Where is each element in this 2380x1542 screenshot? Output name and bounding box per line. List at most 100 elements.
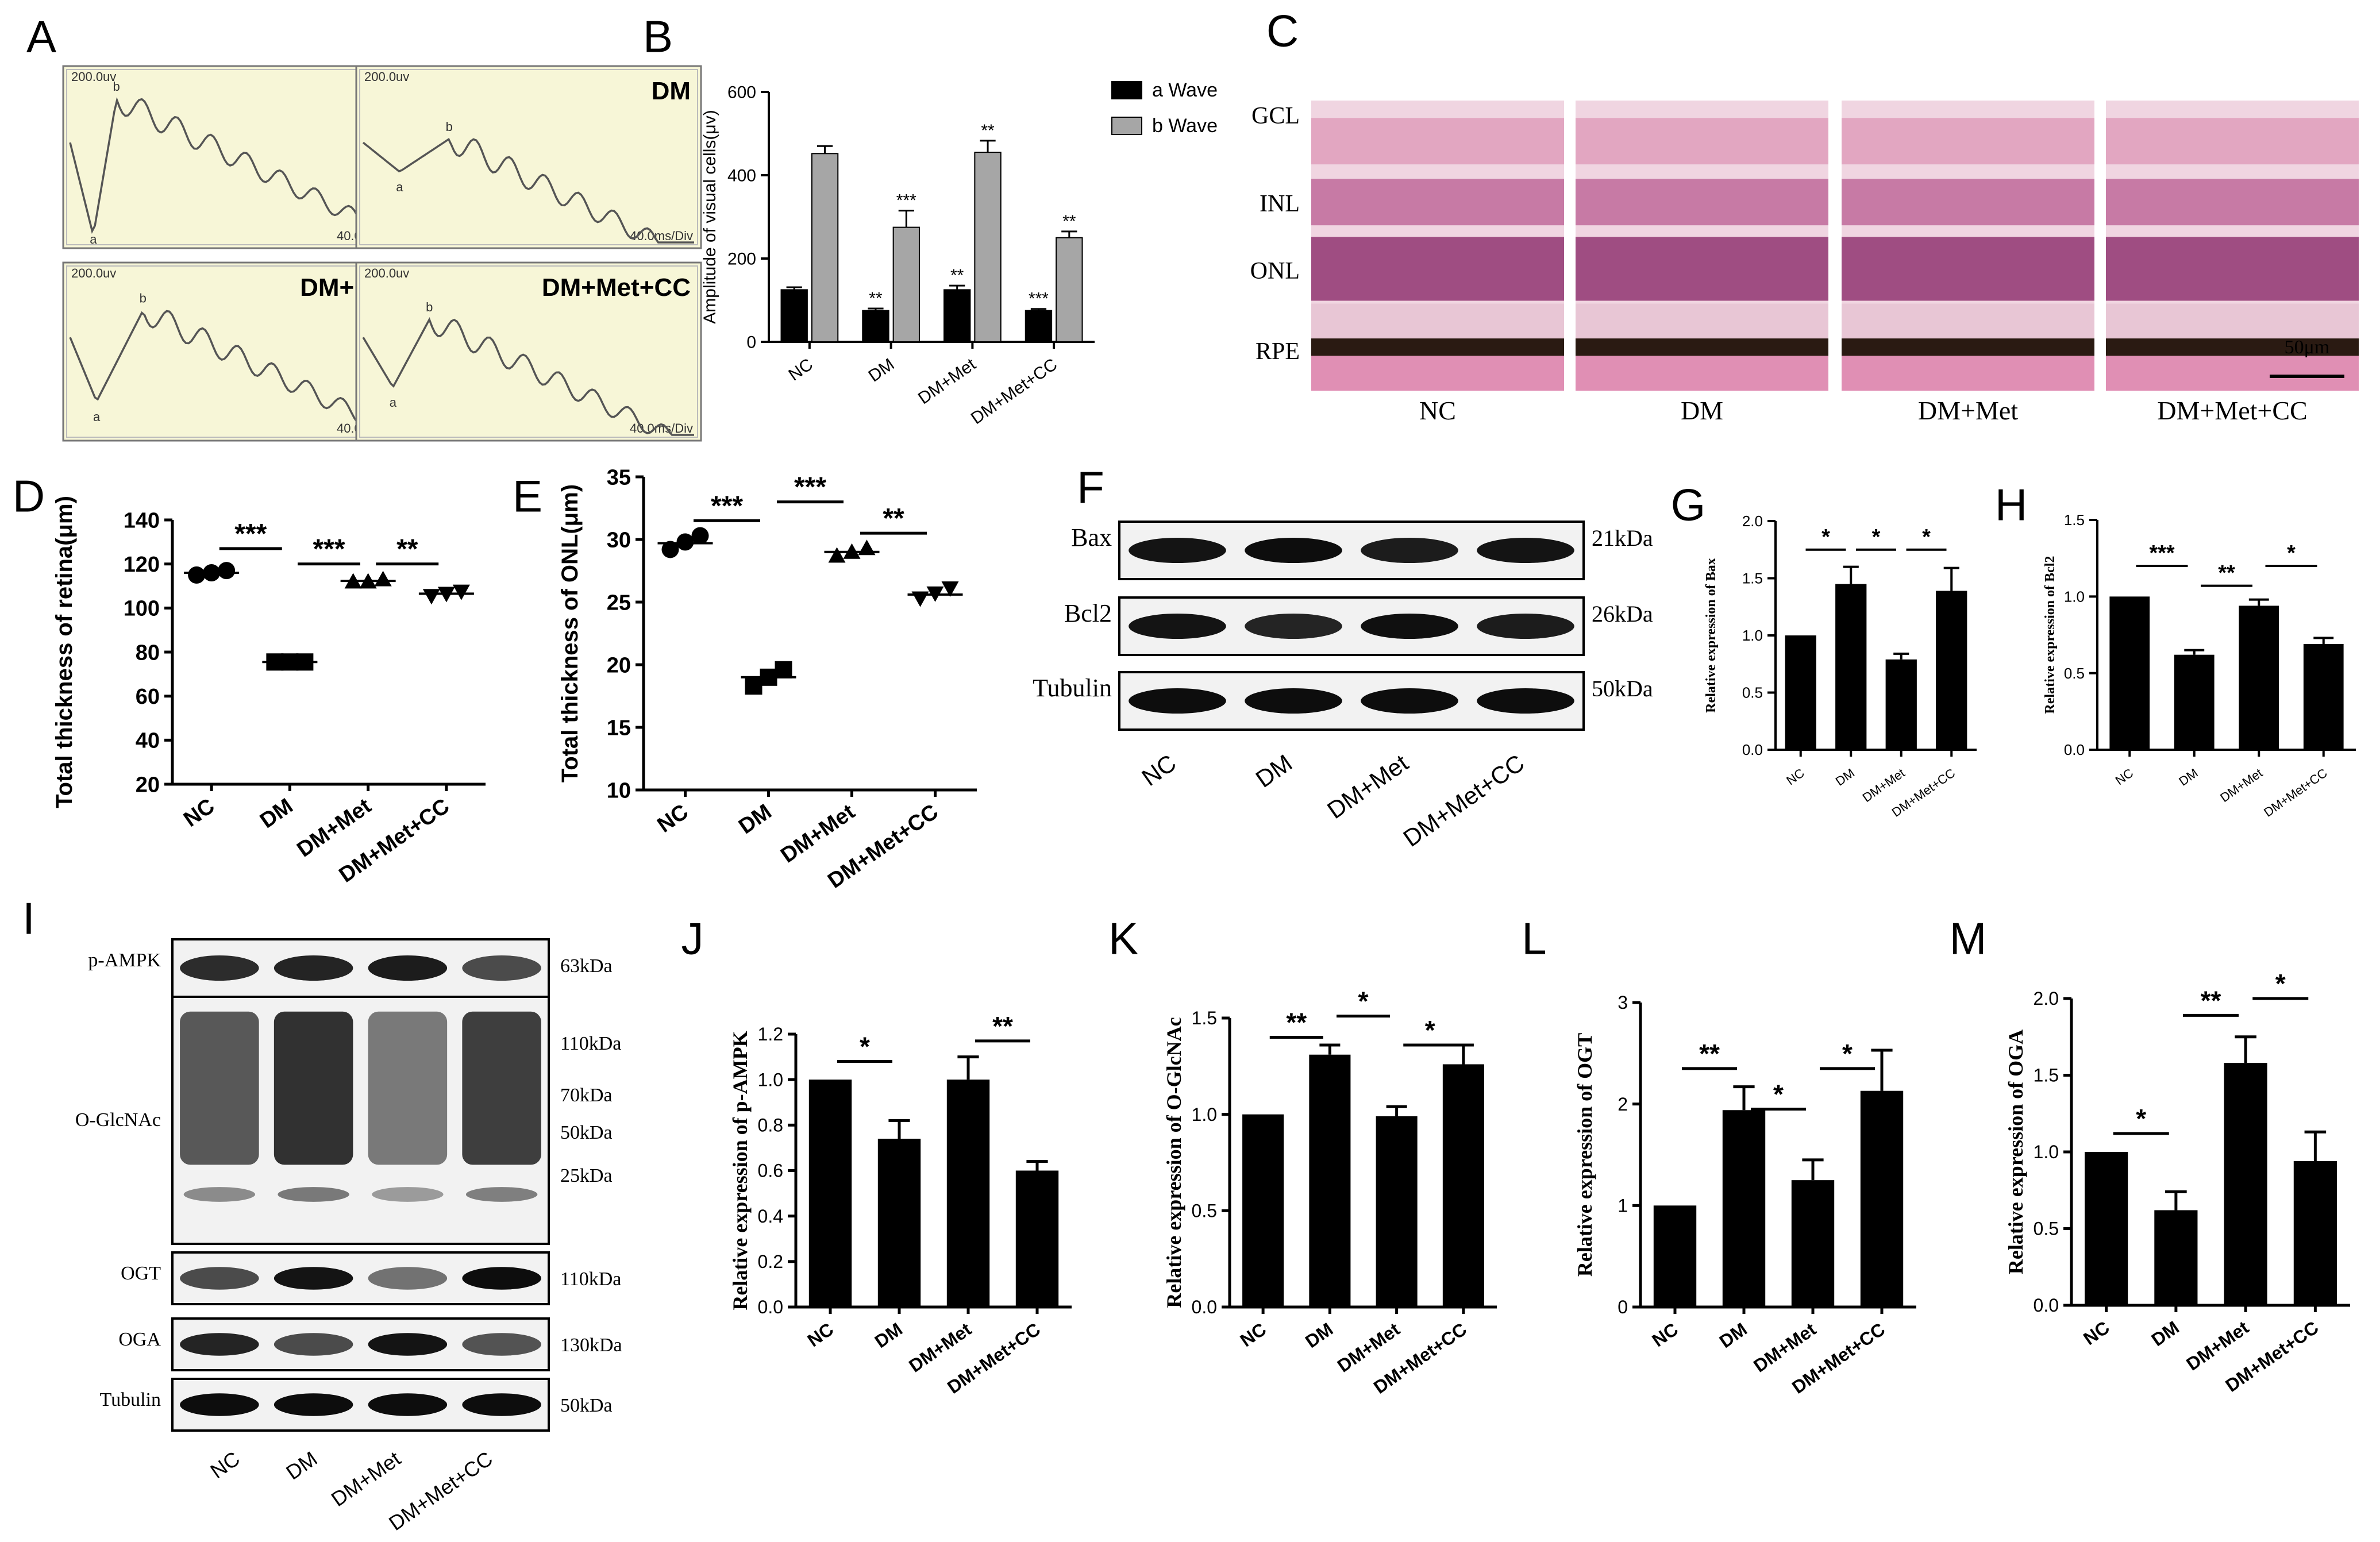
chart-panel-g: 0.00.51.01.52.0NC DM DM+MetDM+Met+CCRelati…	[1704, 512, 1977, 820]
data-point	[281, 653, 299, 671]
erg-a-marker: a	[93, 410, 101, 424]
x-tick-label: DM	[1716, 1319, 1751, 1352]
data-point	[691, 527, 709, 545]
erg-a-marker: a	[396, 180, 403, 194]
erg-waveform	[69, 310, 401, 436]
bar	[2224, 1063, 2267, 1305]
erg-b-marker: b	[140, 291, 147, 306]
data-point	[218, 562, 236, 580]
significance-label: *	[2287, 541, 2296, 565]
panel-letter-d: D	[13, 471, 45, 522]
x-tick-label: DM	[1301, 1319, 1337, 1352]
y-tick-label: 0.8	[758, 1115, 783, 1136]
panel-f-western-blot: Bax 21kDa Bcl2 26kDa Tubulin 50kDa NC DM DM+MetD…	[1033, 521, 1653, 852]
bar	[2293, 1161, 2337, 1305]
x-tick-label: DM	[256, 794, 298, 833]
erg-b-marker: b	[113, 79, 120, 94]
y-tick-label: 0.2	[758, 1251, 783, 1272]
x-tick-label: NC	[785, 355, 816, 385]
significance-label: **	[2218, 561, 2235, 585]
significance-label: *	[1922, 525, 1931, 549]
y-tick-label: 1.0	[758, 1069, 783, 1090]
histology-group-label: NC	[1419, 396, 1456, 425]
blot-row-label-bax: Bax	[1071, 523, 1112, 552]
blot-kda-label: 70kDa	[560, 1085, 613, 1106]
y-tick-label: 0	[746, 333, 756, 352]
blot-band	[1477, 538, 1574, 563]
y-tick-label: 2.0	[1742, 512, 1763, 530]
blot-kda-label: 50kDa	[1592, 676, 1653, 701]
significance-label: **	[883, 503, 904, 534]
panel-letter-c: C	[1266, 6, 1299, 56]
blot-band	[1361, 538, 1458, 563]
panel-letter-l: L	[1522, 913, 1546, 964]
data-point	[203, 564, 221, 581]
y-tick-label: 1.5	[2034, 1065, 2059, 1086]
rpe-layer	[1576, 338, 1828, 356]
x-tick-label: NC	[1649, 1319, 1682, 1351]
significance-label: **	[396, 534, 418, 565]
y-tick-label: 20	[607, 653, 631, 677]
significance-label: *	[1842, 1039, 1853, 1069]
data-point	[775, 661, 792, 679]
data-point	[828, 547, 846, 563]
significance-label: **	[950, 266, 964, 285]
panel-letter-h: H	[1995, 480, 2027, 530]
x-tick-label: NC	[653, 800, 693, 838]
blot-band	[368, 955, 448, 981]
data-point	[437, 587, 455, 603]
y-axis-label: Relative expression of OGA	[2004, 1030, 2027, 1274]
blot-band	[180, 1333, 259, 1356]
y-tick-label: 10	[607, 778, 631, 803]
y-axis-label: Total thickness of ONL(μm)	[557, 484, 583, 782]
data-point	[374, 570, 392, 587]
blot-band	[1129, 614, 1226, 639]
choroid-layer	[2106, 356, 2359, 391]
y-tick-label: 30	[607, 528, 631, 552]
choroid-layer	[1576, 356, 1828, 391]
erg-scale-text: 200.0uv	[71, 70, 116, 84]
erg-a-marker: a	[90, 232, 97, 246]
photoreceptor-layer	[2106, 303, 2359, 339]
panel-letter-g: G	[1671, 480, 1706, 530]
x-tick-label: DM+Met	[915, 354, 980, 408]
y-axis-label: Amplitude of visual cells(μv)	[700, 110, 719, 323]
blot-band	[1129, 538, 1226, 563]
blot-band	[1129, 688, 1226, 714]
significance-label: ***	[234, 519, 267, 549]
y-tick-label: 140	[124, 508, 160, 533]
y-tick-label: 1.5	[2064, 511, 2085, 529]
erg-b-marker: b	[446, 119, 453, 134]
bar	[1722, 1110, 1766, 1307]
x-tick-label: NC	[2113, 766, 2136, 788]
erg-frame	[355, 65, 702, 249]
x-tick-label: DM	[865, 355, 898, 386]
bar	[1653, 1205, 1697, 1307]
y-tick-label: 100	[124, 597, 160, 621]
blot-band	[274, 1393, 353, 1416]
gcl-layer	[1842, 118, 2094, 165]
significance-label: *	[1872, 525, 1881, 549]
bar	[1442, 1064, 1484, 1307]
significance-label: ***	[2149, 541, 2175, 565]
x-tick-label: NC	[1237, 1319, 1270, 1351]
x-tick-label: NC	[2079, 1317, 2113, 1349]
blot-band	[462, 955, 541, 981]
y-tick-label: 1.5	[1742, 570, 1763, 587]
y-tick-label: 20	[136, 773, 160, 797]
gcl-layer	[2106, 118, 2359, 165]
smear-lane	[368, 1011, 448, 1165]
bar-a-wave	[862, 310, 889, 342]
data-point	[344, 573, 362, 589]
blot-kda-label: 21kDa	[1592, 525, 1653, 551]
bar	[1936, 591, 1967, 750]
data-point	[296, 653, 314, 671]
bar	[2109, 596, 2150, 750]
y-tick-label: 60	[136, 685, 160, 709]
histology-group-label: DM+Met+CC	[2157, 396, 2307, 425]
inl-layer	[1311, 179, 1564, 226]
y-tick-label: 1	[1618, 1196, 1628, 1216]
